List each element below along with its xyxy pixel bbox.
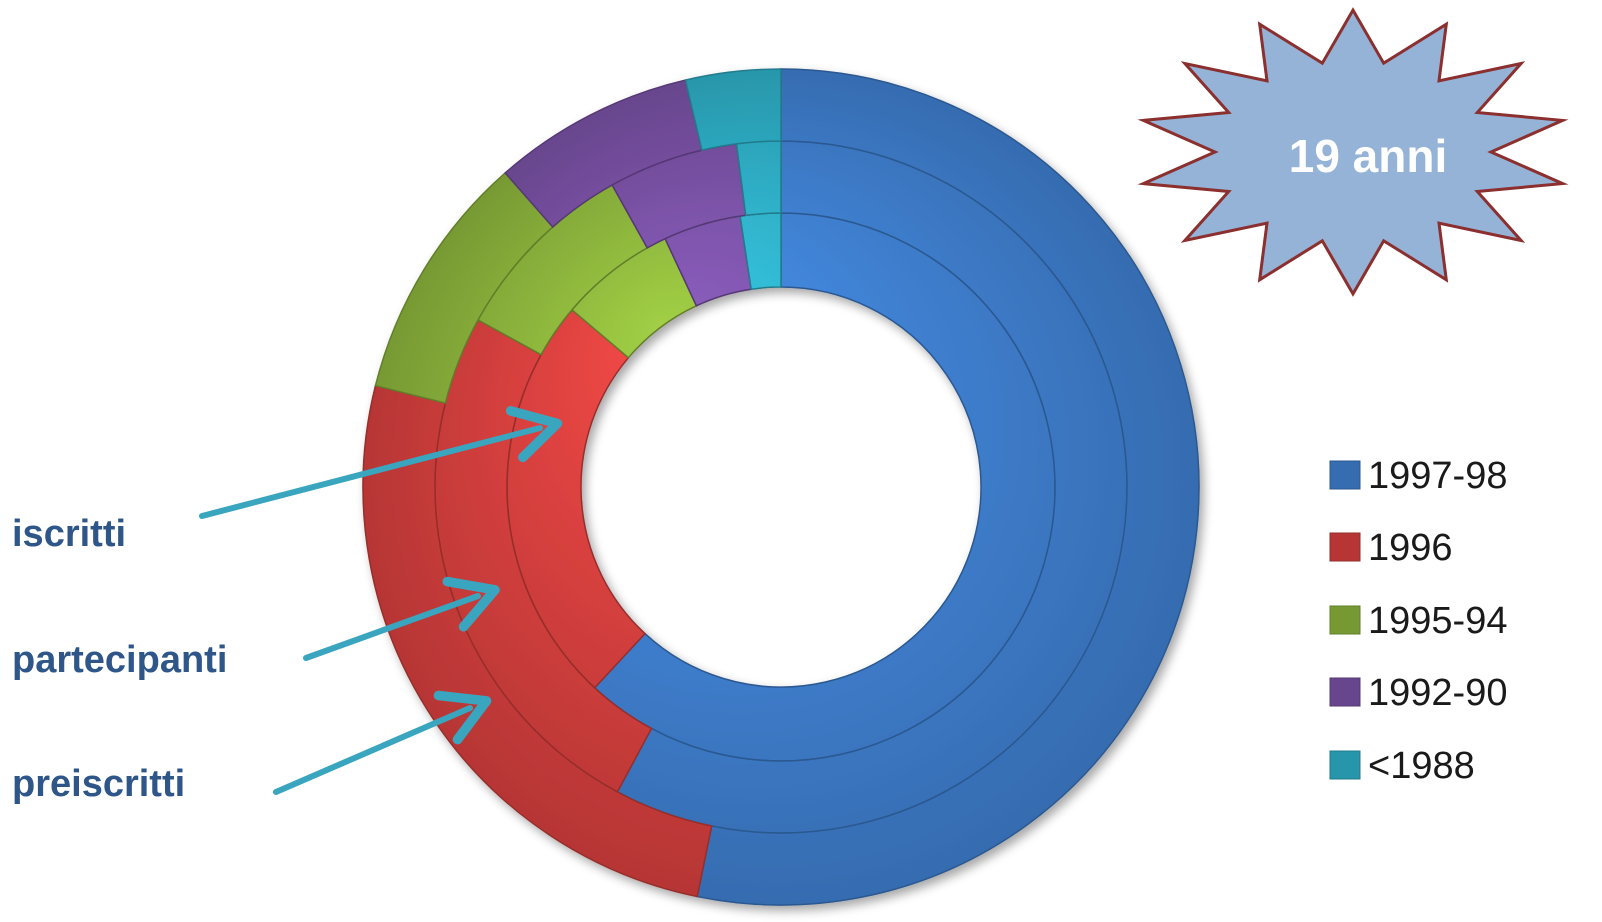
ring-label-partecipanti: partecipanti <box>12 639 227 681</box>
starburst-badge-shape <box>1137 7 1569 297</box>
legend-label-1988: <1988 <box>1368 745 1475 787</box>
legend-swatch-1995-94 <box>1329 605 1361 635</box>
legend-label-1995-94: 1995-94 <box>1368 600 1507 642</box>
doughnut-chart <box>362 68 1200 906</box>
legend-swatch-1988 <box>1329 750 1361 780</box>
legend-label-1992-90: 1992-90 <box>1368 672 1507 714</box>
slice-preiscritti-199798 <box>696 68 1200 906</box>
slice-preiscritti-1988 <box>684 68 782 152</box>
ring-label-preiscritti: preiscritti <box>12 763 185 805</box>
badge: 19 anni <box>1137 7 1569 297</box>
legend-swatch-1997-98 <box>1329 460 1361 490</box>
legend: 1997-98 1996 1995-94 1992-90 <1988 <box>1329 455 1507 787</box>
legend-label-1997-98: 1997-98 <box>1368 455 1507 497</box>
badge-text: 19 anni <box>1289 130 1448 182</box>
arrow-iscritti <box>199 406 563 519</box>
legend-swatch-1996 <box>1329 532 1361 562</box>
ring-labels: iscritti partecipanti preiscritti <box>12 406 563 805</box>
arrow-partecipanti <box>303 576 500 661</box>
ring-label-iscritti: iscritti <box>12 513 126 555</box>
arrow-preiscritti <box>273 690 492 795</box>
legend-label-1996: 1996 <box>1368 527 1453 569</box>
legend-swatch-1992-90 <box>1329 677 1361 707</box>
